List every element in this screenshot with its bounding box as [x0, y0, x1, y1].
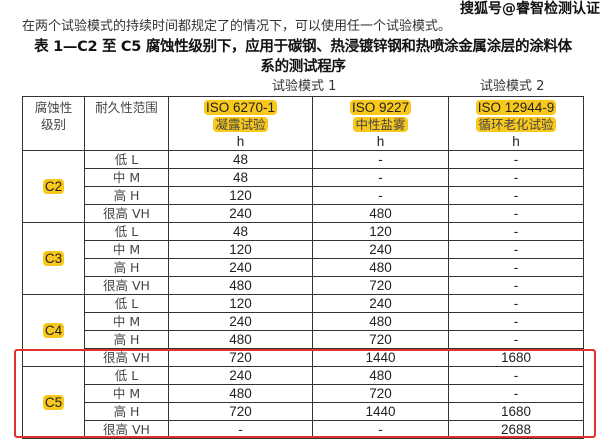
hours-cell: - — [312, 168, 449, 187]
hours-cell: 120 — [168, 186, 313, 205]
hours-cell: - — [312, 150, 449, 169]
hours-cell: - — [448, 312, 584, 331]
hours-cell: - — [448, 222, 584, 241]
header-test-name: 中性盐雾 — [353, 117, 408, 132]
durability-cell: 很高 VH — [84, 348, 169, 367]
hours-cell: 480 — [312, 258, 449, 277]
table-row: C5 低 L 240 480- — [22, 366, 584, 439]
header-unit: h — [512, 134, 520, 149]
test-procedure-table: 腐蚀性级别 耐久性范围 ISO 6270-1 凝露试验 h ISO 9227 中性盐雾… — [22, 96, 584, 439]
table-row: 中 M 48- - — [23, 168, 584, 187]
hours-cell: 240 — [312, 294, 449, 313]
table-row: 中 M 240 480- — [23, 312, 584, 331]
hours-cell: - — [448, 168, 584, 187]
hours-cell: 240 — [312, 240, 449, 259]
mode-2-label: 试验模式 2 — [480, 79, 545, 94]
durability-cell: 高 H — [84, 258, 169, 277]
class-cell: C4 — [22, 294, 85, 367]
header-class: 腐蚀性 级别 — [22, 96, 85, 151]
header-std: ISO 9227 — [349, 100, 412, 115]
hours-cell: 480 — [168, 276, 313, 295]
header-iso9227: ISO 9227 中性盐雾 h — [312, 96, 449, 151]
intro-text: 在两个试验模式的持续时间都规定了的情况下，可以使用任一个试验模式。 — [22, 19, 452, 34]
header-iso12944: ISO 12944-9 循环老化试验 h — [448, 96, 584, 151]
hours-cell: 720 — [312, 276, 449, 295]
header-test-name: 循环老化试验 — [476, 117, 556, 132]
hours-cell: 48 — [168, 222, 313, 241]
hours-cell: 480 — [312, 366, 449, 385]
table-title: 表 1—C2 至 C5 腐蚀性级别下，应用于碳钢、热浸镀锌钢和热喷涂金属涂层的涂… — [4, 37, 602, 77]
class-cell: C2 — [22, 150, 85, 223]
hours-cell: - — [448, 186, 584, 205]
header-durability: 耐久性范围 — [84, 96, 169, 151]
class-cell: C3 — [22, 222, 85, 295]
hours-cell: 240 — [168, 204, 313, 223]
header-unit: h — [236, 134, 245, 149]
hours-cell: - — [448, 258, 584, 277]
c5-highlight-box — [14, 349, 596, 438]
class-label: C4 — [42, 323, 65, 338]
hours-cell: 48 — [168, 168, 313, 187]
durability-cell: 低 L — [84, 222, 169, 241]
header-std: ISO 12944-9 — [475, 100, 557, 115]
table-row: 很高 VH 240 480- — [23, 204, 584, 223]
hours-cell: 240 — [168, 312, 313, 331]
table-row: C3 低 L 48 120- — [22, 222, 584, 295]
header-std: ISO 6270-1 — [203, 100, 278, 115]
title-line-2: 系的测试程序 — [260, 59, 346, 75]
table-row: C2 低 L 48- - — [22, 150, 584, 223]
hours-cell: 720 — [312, 330, 449, 349]
durability-cell: 中 M — [84, 312, 169, 331]
header-iso6270: ISO 6270-1 凝露试验 h — [168, 96, 313, 151]
durability-cell: 低 L — [84, 294, 169, 313]
mode-1-label: 试验模式 1 — [272, 79, 337, 94]
durability-cell: 低 L — [84, 150, 169, 169]
header-row: 腐蚀性级别 耐久性范围 ISO 6270-1 凝露试验 h ISO 9227 中性盐雾… — [22, 96, 584, 151]
table-row: 中 M 480 720- — [23, 384, 584, 403]
class-label: C5 — [42, 395, 65, 410]
table-row: C4 低 L 120 240- — [22, 294, 584, 367]
table-row: 高 H 720 1440 1680 — [23, 402, 584, 421]
hours-cell: 48 — [168, 150, 313, 169]
hours-cell: - — [448, 294, 584, 313]
hours-cell: - — [448, 150, 584, 169]
durability-cell: 高 H — [84, 330, 169, 349]
hours-cell: - — [448, 204, 584, 223]
hours-cell: - — [448, 240, 584, 259]
header-class-line-2: 级别 — [40, 117, 66, 132]
hours-cell: 480 — [168, 330, 313, 349]
class-label: C2 — [42, 179, 65, 194]
durability-cell: 很高 VH — [84, 204, 169, 223]
hours-cell: 480 — [312, 204, 449, 223]
hours-cell: 240 — [168, 258, 313, 277]
hours-cell: - — [312, 186, 449, 205]
hours-cell: - — [448, 330, 584, 349]
durability-cell: 很高 VH — [84, 276, 169, 295]
table-row: 高 H 120- - — [23, 186, 584, 205]
hours-cell: 480 — [312, 312, 449, 331]
table-row: 很高 VH 480 720- — [23, 276, 584, 295]
hours-cell: 1680 — [448, 402, 584, 421]
table-row: 高 H 240 480- — [23, 258, 584, 277]
hours-cell: - — [448, 276, 584, 295]
durability-cell: 中 M — [84, 240, 169, 259]
durability-cell: 高 H — [84, 186, 169, 205]
header-class-line-1: 腐蚀性 — [34, 100, 73, 115]
table-row: 中 M 120 240- — [23, 240, 584, 259]
header-test-name: 凝露试验 — [213, 117, 268, 132]
title-line-1: 表 1—C2 至 C5 腐蚀性级别下，应用于碳钢、热浸镀锌钢和热喷涂金属涂层的涂… — [34, 39, 572, 55]
watermark: 搜狐号@睿智检测认证 — [460, 1, 600, 17]
durability-cell: 中 M — [84, 168, 169, 187]
hours-cell: 120 — [168, 294, 313, 313]
hours-cell: 120 — [168, 240, 313, 259]
hours-cell: 120 — [312, 222, 449, 241]
class-label: C3 — [42, 251, 65, 266]
hours-cell: 720 — [168, 402, 313, 421]
table-row: 高 H 480 720- — [23, 330, 584, 349]
header-unit: h — [376, 134, 385, 149]
